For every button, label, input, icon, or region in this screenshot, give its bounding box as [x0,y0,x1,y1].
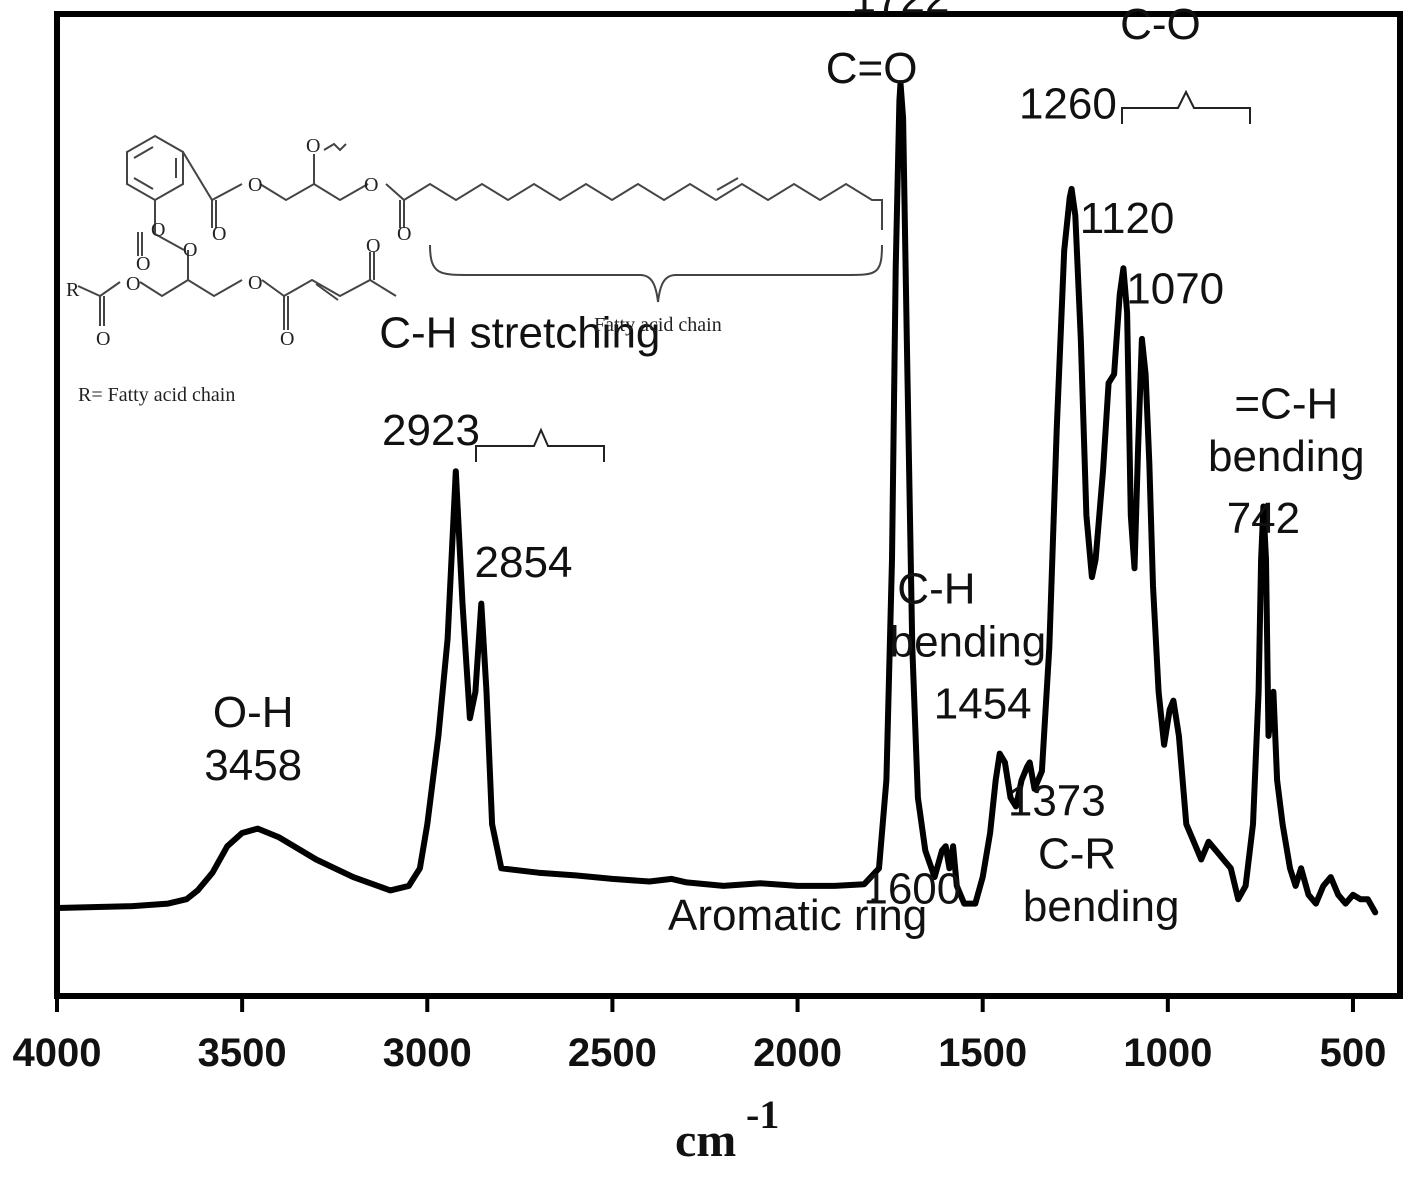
svg-text:O: O [366,235,380,257]
annotation-21: C-H stretching [379,309,660,358]
annotation-6: =C-H [1234,379,1338,428]
upper-ester-chain [182,142,369,228]
benzene-inner-bonds [133,146,177,190]
annotation-10: bending [890,618,1047,667]
annotation-16: Aromatic ring [668,891,927,940]
annotation-15: 1600 [863,865,961,914]
annotation-5: 1070 [1126,265,1224,314]
svg-text:O: O [96,328,110,350]
annotation-13: C-R [1038,829,1116,878]
annotation-2: C-O [1120,0,1201,49]
double-bond-mark [716,177,739,191]
annotation-3: 1260 [1019,79,1117,128]
svg-text:O: O [397,223,411,245]
fatty-acid-brace [429,244,883,303]
svg-text:O: O [280,328,294,350]
benzene-ring [126,134,184,202]
x-tick-label-1000: 1000 [1123,1031,1212,1075]
svg-text:O: O [212,223,226,245]
spectrum-line [54,80,1379,916]
x-tick-label-2500: 2500 [568,1031,657,1075]
svg-text:O: O [306,135,320,157]
svg-text:R: R [66,279,80,301]
structure-inset [77,134,883,330]
svg-text:O: O [151,219,165,241]
inset-chain-label: Fatty acid chain [594,314,722,336]
annotation-1: C=O [826,44,918,93]
annotation-4: 1120 [1080,194,1175,243]
svg-text:O: O [364,174,378,196]
annotation-0: 1722 [852,0,950,22]
peak-annotations: 1722C=OC-O126011201070=C-Hbending742C-Hb… [204,0,1364,940]
x-tick-label-1500: 1500 [938,1031,1027,1075]
carbonyl-chain [399,200,405,228]
annotation-9: C-H [897,565,975,614]
svg-text:O: O [248,272,262,294]
x-tick-label-3000: 3000 [383,1031,472,1075]
lower-ester-chain [77,200,397,330]
svg-text:O: O [136,253,150,275]
annotation-17: O-H [213,688,294,737]
fatty-acid-chain [385,182,883,230]
bracket-c-h-stretching [475,427,605,462]
inset-r-label: R= Fatty acid chain [78,384,235,406]
svg-text:O: O [126,273,140,295]
structure-atom-labels: O O O O O O O O O O O O O R [66,135,411,350]
annotation-14: bending [1023,882,1180,931]
annotation-7: bending [1208,432,1365,481]
x-axis-ticks: 4000 3500 3000 2500 2000 1500 1000 500 [13,996,1387,1075]
annotation-11: 1454 [934,679,1032,728]
plot-frame [54,11,1403,999]
annotation-20: 2854 [475,538,573,587]
svg-text:O: O [183,239,197,261]
svg-text:O: O [248,174,262,196]
x-axis-label: cm [675,1114,736,1167]
x-tick-label-3500: 3500 [198,1031,287,1075]
annotation-12: 1373 [1008,776,1106,825]
bracket-c-o [1121,89,1251,124]
x-tick-label-2000: 2000 [753,1031,842,1075]
x-tick-label-4000: 4000 [13,1031,102,1075]
annotation-8: 742 [1227,494,1300,543]
annotation-18: 3458 [204,741,302,790]
annotation-19: 2923 [382,406,480,455]
x-tick-label-500: 500 [1320,1031,1387,1075]
x-axis-label-superscript: -1 [746,1092,779,1137]
